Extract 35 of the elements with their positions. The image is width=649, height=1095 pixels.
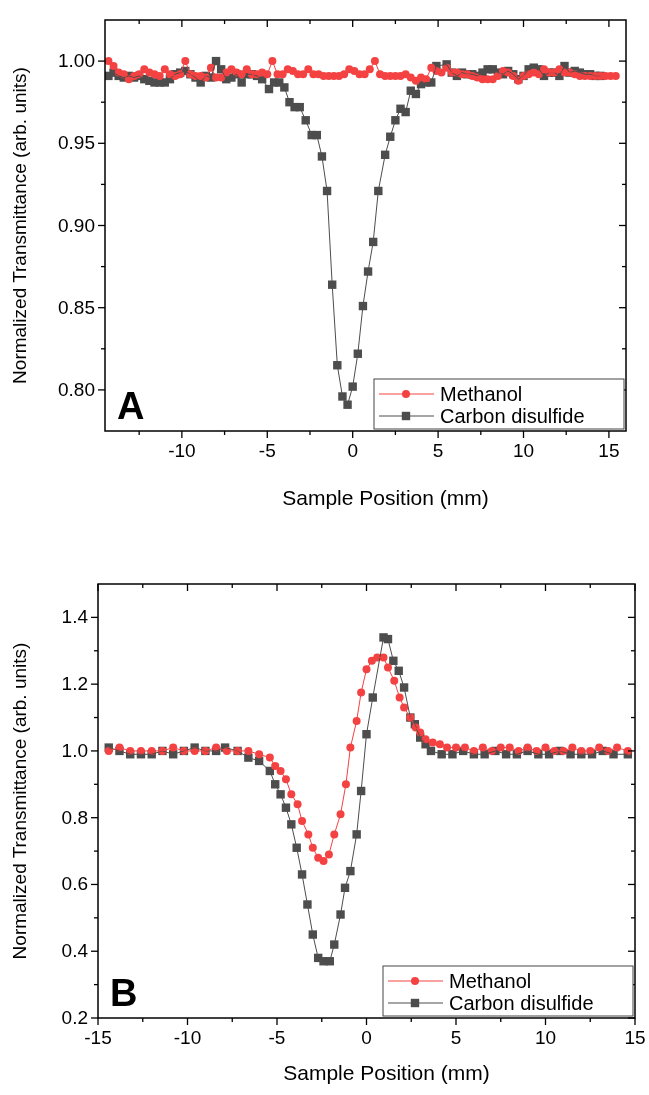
- x-tick-label: 10: [534, 1027, 557, 1048]
- x-tick-label: -5: [258, 440, 276, 461]
- y-tick-label: 0.85: [58, 296, 95, 318]
- x-tick-label: -10: [173, 1027, 202, 1048]
- y-axis-title: Normalized Transmittance (arb. units): [9, 642, 30, 960]
- annotation: B: [110, 972, 138, 1014]
- y-tick-label: 0.8: [61, 806, 88, 828]
- y-tick-label: 1.4: [61, 606, 89, 628]
- y-tick-label: 0.2: [61, 1007, 88, 1028]
- legend-label: Carbon disulfide: [449, 992, 594, 1014]
- x-axis-title: Sample Position (mm): [282, 486, 489, 509]
- y-tick-label: 0.4: [61, 940, 89, 962]
- y-tick-label: 1.00: [58, 50, 95, 72]
- y-tick-label: 1.2: [61, 673, 88, 695]
- x-tick-label: 15: [598, 440, 620, 461]
- x-tick-label: 5: [432, 440, 444, 461]
- x-tick-label: 0: [347, 440, 358, 461]
- y-tick-label: 0.6: [61, 873, 88, 895]
- x-tick-label: -5: [268, 1027, 286, 1048]
- x-tick-label: -10: [168, 440, 196, 461]
- x-tick-label: 5: [450, 1027, 462, 1048]
- y-tick-label: 1.0: [61, 739, 88, 761]
- legend-label: Carbon disulfide: [440, 405, 585, 427]
- y-tick-label: 0.80: [58, 378, 95, 400]
- x-tick-label: 15: [624, 1027, 646, 1048]
- x-tick-label: 0: [361, 1027, 372, 1048]
- annotation: A: [117, 385, 145, 427]
- y-tick-label: 0.95: [58, 132, 95, 154]
- x-tick-label: -15: [84, 1027, 112, 1048]
- y-axis-title: Normalized Transmittance (arb. units): [9, 67, 30, 384]
- y-tick-label: 0.90: [58, 214, 95, 236]
- legend-label: Methanol: [440, 383, 523, 405]
- legend-label: Methanol: [449, 970, 532, 992]
- x-axis-title: Sample Position (mm): [283, 1061, 490, 1084]
- x-tick-label: 10: [512, 440, 535, 461]
